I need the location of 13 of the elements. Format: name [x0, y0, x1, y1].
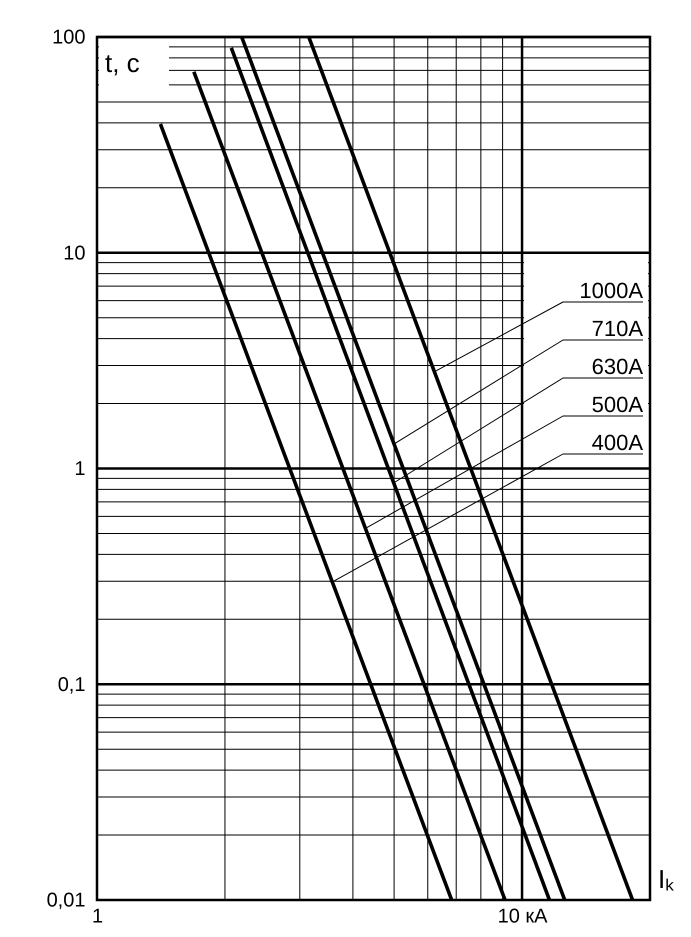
- y-tick-label: 1: [74, 458, 86, 480]
- y-axis-title: t, с: [105, 48, 140, 78]
- x-axis-title: Iₖ: [658, 864, 674, 894]
- annotation: 400A: [592, 430, 644, 455]
- y-tick-label: 100: [52, 26, 86, 48]
- annotation: 630A: [592, 354, 644, 379]
- annotation: 710A: [592, 316, 644, 341]
- y-tick-label: 10: [63, 242, 86, 264]
- y-tick-label: 0,1: [58, 674, 86, 696]
- annotation: 1000A: [579, 278, 644, 303]
- annotation: 500A: [592, 392, 644, 417]
- x-tick-label: 10 кА: [498, 906, 548, 928]
- y-tick-label: 0,01: [46, 890, 86, 912]
